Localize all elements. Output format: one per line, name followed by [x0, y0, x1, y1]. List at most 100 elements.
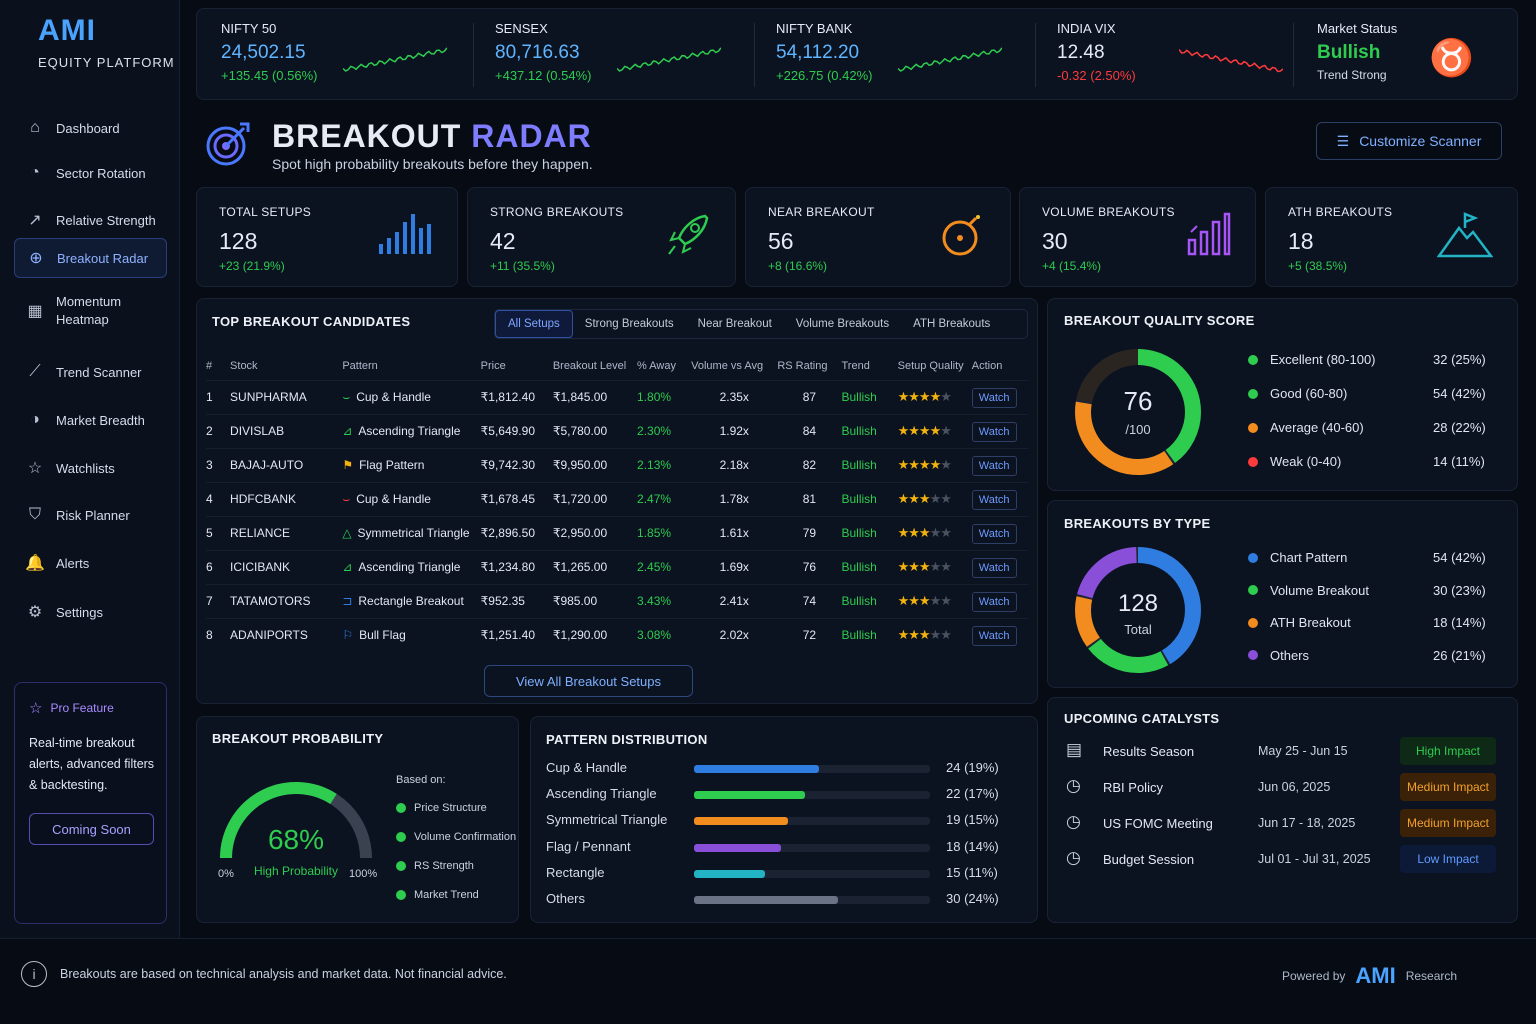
sidebar-item-label: Risk Planner: [56, 507, 130, 523]
impact-badge: Low Impact: [1400, 845, 1496, 873]
tab-all-setups[interactable]: All Setups: [495, 310, 573, 338]
quality-legend-item: Good (60-80) 54 (42%): [1248, 386, 1488, 401]
cell--: 6: [206, 549, 231, 584]
stat-value: 42: [490, 228, 516, 254]
stat-card-ath-breakouts[interactable]: ATH BREAKOUTS 18 +5 (38.5%): [1265, 187, 1518, 287]
check-icon: [396, 803, 406, 813]
legend-dot: [1248, 422, 1258, 433]
table-row[interactable]: 6 ICICIBANK ⊿ Ascending Triangle ₹1,234.80 ₹1…: [206, 549, 1028, 584]
sidebar-item-sector-rotation[interactable]: ◔ Sector Rotation: [14, 153, 167, 193]
ticker-india-vix[interactable]: INDIA VIX 12.48 -0.32 (2.50%): [1057, 21, 1136, 83]
pattern-name: Bull Flag: [359, 628, 406, 643]
pattern-row: Others 30 (24%): [546, 891, 1016, 911]
sidebar-item-breakout-radar[interactable]: ⊕ Breakout Radar: [14, 238, 167, 278]
stat-label: TOTAL SETUPS: [219, 205, 312, 219]
cell-stock: RELIANCE: [230, 515, 343, 550]
setup-quality-stars: ★★★★★: [897, 423, 952, 438]
quality-legend-item: Weak (0-40) 14 (11%): [1248, 454, 1488, 469]
legend-label: Chart Pattern: [1270, 550, 1348, 565]
table-row[interactable]: 8 ADANIPORTS ⚐ Bull Flag ₹1,251.40 ₹1,290.00 3…: [206, 617, 1028, 652]
pattern-name: Symmetrical Triangle: [357, 526, 470, 540]
watch-button[interactable]: Watch: [971, 388, 1017, 408]
stat-value: 18: [1288, 228, 1314, 254]
customize-scanner-button[interactable]: ☰ Customize Scanner: [1316, 122, 1502, 160]
sidebar-item-watchlists[interactable]: ☆ Watchlists: [14, 448, 167, 488]
bell-icon: 🔔: [25, 555, 45, 572]
watch-button[interactable]: Watch: [971, 422, 1017, 442]
cell-price: ₹9,742.30: [480, 447, 553, 482]
star-icon: ☆: [29, 700, 43, 717]
sparkline-chart: [617, 47, 721, 72]
tab-strong-breakouts[interactable]: Strong Breakouts: [584, 318, 674, 330]
watch-button[interactable]: Watch: [971, 524, 1017, 544]
legend-label: Volume Breakout: [1270, 582, 1370, 598]
sidebar-item-settings[interactable]: ⚙ Settings: [14, 592, 167, 632]
table-row[interactable]: 4 HDFCBANK ⌣ Cup & Handle ₹1,678.45 ₹1,720.00…: [206, 481, 1028, 516]
stat-label: VOLUME BREAKOUTS: [1042, 205, 1175, 219]
catalyst-name: US FOMC Meeting: [1103, 816, 1213, 831]
sidebar-item-dashboard[interactable]: ⌂ Dashboard: [14, 108, 167, 148]
table-row[interactable]: 7 TATAMOTORS ⊐ Rectangle Breakout ₹952.35 ₹98…: [206, 583, 1028, 618]
cell--away: 2.45%: [637, 549, 692, 584]
table-row[interactable]: 3 BAJAJ-AUTO ⚑ Flag Pattern ₹9,742.30 ₹9,950.…: [206, 447, 1028, 482]
stat-change: +11 (35.5%): [490, 259, 555, 273]
catalyst-row[interactable]: ◷ US FOMC Meeting Jun 17 - 18, 2025 Medium …: [1064, 809, 1504, 839]
pattern-bar-track: [694, 896, 930, 904]
sidebar-item-trend-scanner[interactable]: ⟋ Trend Scanner: [14, 352, 167, 392]
watch-button[interactable]: Watch: [971, 558, 1017, 578]
probability-label: High Probability: [253, 864, 339, 878]
tab-near-breakout[interactable]: Near Breakout: [697, 318, 772, 330]
stat-card-volume-breakouts[interactable]: VOLUME BREAKOUTS 30 +4 (15.4%): [1019, 187, 1256, 287]
catalyst-row[interactable]: ▤ Results Season May 25 - Jun 15 High Impac…: [1064, 737, 1504, 767]
pattern-bar-fill: [694, 896, 838, 904]
table-row[interactable]: 2 DIVISLAB ⊿ Ascending Triangle ₹5,649.90 ₹5,…: [206, 413, 1028, 448]
sparkline-chart: [343, 47, 447, 72]
watch-button[interactable]: Watch: [971, 626, 1017, 647]
sidebar-item-market-breadth[interactable]: ◑ Market Breadth: [14, 400, 167, 440]
cell--: 8: [206, 617, 231, 652]
cup-icon: ⌣: [342, 491, 351, 506]
stat-card-near-breakout[interactable]: NEAR BREAKOUT 56 +8 (16.6%): [745, 187, 1011, 287]
catalyst-name: RBI Policy: [1103, 780, 1163, 795]
rotation-icon: ◔: [30, 164, 40, 181]
watch-button[interactable]: Watch: [971, 490, 1017, 510]
view-all-button[interactable]: View All Breakout Setups: [484, 665, 693, 697]
coming-soon-button[interactable]: Coming Soon: [29, 813, 154, 845]
sidebar: AMI EQUITY PLATFORM ⌂ Dashboard ◔ Sector Ro…: [0, 0, 180, 938]
bytype-legend-item: Volume Breakout 30 (23%): [1248, 583, 1488, 598]
ticker-nifty-bank[interactable]: NIFTY BANK 54,112.20 +226.75 (0.42%): [776, 21, 872, 83]
ticker-sensex[interactable]: SENSEX 80,716.63 +437.12 (0.54%): [495, 21, 591, 83]
watch-button[interactable]: Watch: [971, 456, 1017, 476]
catalyst-row[interactable]: ◷ Budget Session Jul 01 - Jul 31, 2025 Low …: [1064, 845, 1504, 875]
legend-label: Weak (0-40): [1270, 454, 1342, 469]
table-row[interactable]: 5 RELIANCE △ Symmetrical Triangle ₹2,896.50 ₹…: [206, 515, 1028, 550]
footer: i Breakouts are based on technical analy…: [0, 938, 1536, 1024]
sidebar-item-relative-strength[interactable]: ↗ Relative Strength: [14, 200, 167, 240]
catalyst-row[interactable]: ◷ RBI Policy Jun 06, 2025 Medium Impact: [1064, 773, 1504, 803]
column-header: Action: [971, 359, 1003, 372]
column-header: #: [206, 359, 213, 372]
sidebar-item-momentum-heatmap[interactable]: ▦ Momentum Heatmap: [14, 290, 167, 332]
catalyst-date: Jul 01 - Jul 31, 2025: [1258, 852, 1371, 866]
grid-icon: ▦: [27, 303, 43, 320]
page-title: BREAKOUT RADAR: [272, 118, 592, 155]
divider: [473, 23, 474, 87]
pattern-bar-fill: [694, 869, 765, 878]
sidebar-item-alerts[interactable]: 🔔 Alerts: [14, 543, 167, 583]
stat-card-total-setups[interactable]: TOTAL SETUPS 128 +23 (21.9%): [196, 187, 458, 287]
rectangle-icon: ⊐: [342, 594, 353, 608]
pattern-label: Flag / Pennant: [546, 838, 631, 854]
ticker-nifty-50[interactable]: NIFTY 50 24,502.15 +135.45 (0.56%): [221, 21, 317, 83]
stat-card-strong-breakouts[interactable]: STRONG BREAKOUTS 42 +11 (35.5%): [467, 187, 736, 287]
tab-ath-breakouts[interactable]: ATH Breakouts: [913, 318, 991, 330]
cell-pattern: ⊿ Ascending Triangle: [342, 413, 481, 448]
sidebar-item-risk-planner[interactable]: ⛉ Risk Planner: [14, 495, 167, 535]
watch-button[interactable]: Watch: [971, 592, 1017, 612]
divider: [1293, 23, 1294, 87]
ticker-name: NIFTY 50: [221, 21, 277, 36]
table-row[interactable]: 1 SUNPHARMA ⌣ Cup & Handle ₹1,812.40 ₹1,845.0…: [206, 379, 1028, 414]
pattern-value: 30 (24%): [946, 891, 999, 906]
legend-label: ATH Breakout: [1270, 615, 1351, 630]
tab-volume-breakouts[interactable]: Volume Breakouts: [795, 318, 890, 330]
pattern-bar-fill: [694, 817, 789, 826]
